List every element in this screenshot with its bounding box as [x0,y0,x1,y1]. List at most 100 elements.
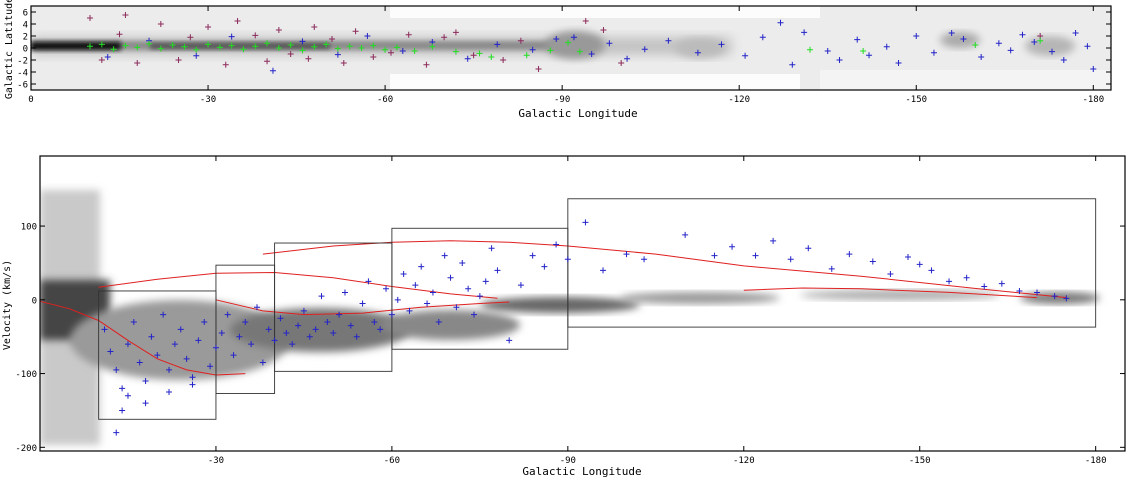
y-tick-label: -100 [15,370,37,380]
velocity-background-map [40,156,1125,451]
scatter-point [600,267,607,274]
scatter-point [1031,39,1038,45]
scatter-point [523,52,530,59]
scatter-point [305,55,312,62]
scatter-point [134,60,141,66]
scatter-point [494,267,501,274]
scatter-point [887,271,894,277]
scatter-point [388,311,395,318]
scatter-point [570,34,577,41]
y-tick-label: -4 [17,69,28,79]
scatter-point [228,42,235,49]
scatter-point [541,263,548,270]
scatter-point [207,363,214,370]
scatter-point [340,60,347,66]
scatter-point [110,46,117,53]
x-tick-label: -60 [384,456,400,466]
scatter-point [295,322,302,329]
scatter-point [869,258,876,265]
scatter-point [978,54,985,60]
scatter-point [500,57,507,63]
scatter-point [222,61,229,68]
scatter-point [171,341,178,348]
scatter-point [98,57,105,63]
scatter-point [98,41,105,48]
velocity-x-axis: -30 -60 -90 -120 -150 -180 [208,156,1107,466]
y-tick-label: -200 [15,444,37,454]
scatter-point [400,271,407,277]
scatter-point [175,57,182,63]
latitude-background-map [31,6,1111,90]
scatter-point [682,231,689,238]
scatter-point [600,27,607,33]
y-tick-label: 4 [23,21,28,31]
rotation-curve [743,287,1038,299]
scatter-point [465,285,472,292]
scatter-point [216,44,223,51]
scatter-point [807,46,814,53]
y-tick-label: 6 [23,9,28,19]
scatter-point [623,251,630,258]
scatter-point [517,37,524,44]
scatter-point [423,61,430,68]
latitude-panel: 6 4 2 0 -2 -4 -6 0 -30 -60 -90 -120 -150 -180 Galact… [4,0,1112,120]
scatter-point [453,304,460,311]
scatter-point [995,40,1002,47]
scatter-point [101,326,108,333]
x-tick-label: -30 [208,456,224,466]
scatter-point [277,315,284,322]
scatter-point [312,326,319,333]
x-tick-label: -120 [733,456,755,466]
scatter-point [334,51,341,58]
scatter-point [711,252,718,259]
scatter-point [205,24,212,30]
y-tick-label: 0 [32,296,37,306]
scatter-point [981,283,988,290]
scatter-point [193,46,200,53]
scatter-point [234,18,241,24]
scatter-point [393,44,400,51]
scatter-point [787,256,794,263]
scatter-point [1060,57,1067,63]
scatter-point [300,307,307,314]
scatter-point [311,24,318,30]
region-box [567,198,1097,328]
scatter-point [752,252,759,259]
scatter-point [759,34,766,41]
scatter-point [411,48,418,54]
scatter-point [1016,287,1023,294]
scatter-point [582,219,589,226]
scatter-point [441,252,448,259]
scatter-point [928,267,935,274]
x-tick-label: -180 [1082,95,1104,105]
scatter-point [265,326,272,333]
scatter-point [341,289,348,296]
scatter-point [259,359,266,366]
scatter-point [365,278,372,285]
latitude-x-axis: 0 -30 -60 -90 -120 -150 -180 [28,6,1104,105]
scatter-point [846,251,853,258]
scatter-point [181,43,188,50]
scatter-point [383,285,390,292]
scatter-point [1048,48,1055,55]
scatter-point [860,48,867,54]
rotation-curve [39,300,246,376]
scatter-point [224,311,231,318]
scatter-point [464,55,471,62]
scatter-point [119,385,126,392]
scatter-point [641,256,648,263]
scatter-point [359,300,366,307]
scatter-point [529,46,536,53]
scatter-point [418,263,425,270]
scatter-point [606,40,613,47]
scatter-point [157,45,164,52]
scatter-point [201,318,208,325]
scatter-point [866,52,873,59]
scatter-point [271,337,278,344]
scatter-point [242,318,249,325]
scatter-point [476,293,483,300]
x-tick-label: -180 [1085,456,1107,466]
scatter-point [482,278,489,285]
scatter-point [193,52,200,59]
scatter-point [435,318,442,325]
